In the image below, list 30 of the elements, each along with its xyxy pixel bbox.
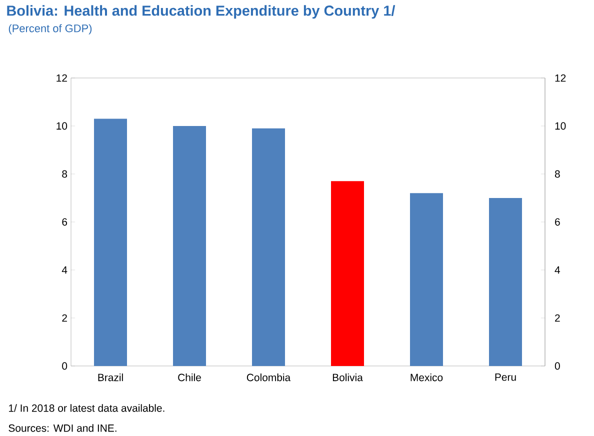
text: 1/ In 2018 or latest data available. [9, 404, 164, 412]
y2-tick-label: 12 [555, 74, 566, 82]
x-tick-label: Brazil [98, 374, 123, 382]
y-tick-label: 2 [62, 314, 67, 322]
y-tick-label: 6 [62, 218, 68, 226]
y2-tick-label: 0 [554, 362, 560, 370]
chart-subtitle: (Percent of GDP) [8, 24, 92, 34]
x-tick-label: Colombia [246, 374, 291, 382]
y2-tick-label: 8 [554, 170, 560, 178]
chart-title: Bolivia: Health and Education Expenditure by Country 1/ [7, 5, 396, 19]
bar [331, 181, 364, 366]
y-tick-label: 0 [62, 362, 68, 370]
y2-tick-label: 4 [554, 266, 560, 274]
bar [94, 118, 128, 366]
y-tick-label: 10 [56, 122, 68, 130]
y2-tick-label: 10 [555, 122, 566, 130]
x-tick-label: Bolivia [332, 374, 363, 382]
y-tick-label: 4 [62, 266, 68, 274]
y-tick-label: 8 [62, 170, 68, 178]
y2-tick-label: 6 [555, 218, 560, 226]
x-tick-label: Mexico [410, 374, 443, 382]
bar [410, 193, 444, 366]
y-tick-label: 12 [56, 74, 67, 82]
bar [173, 126, 206, 366]
x-tick-label: Chile [178, 374, 201, 382]
x-tick-label: Peru [495, 374, 516, 381]
bar [252, 128, 286, 366]
bar [489, 198, 522, 366]
y2-tick-label: 2 [555, 314, 560, 322]
source-note: Sources: WDI and INE. [8, 424, 116, 432]
